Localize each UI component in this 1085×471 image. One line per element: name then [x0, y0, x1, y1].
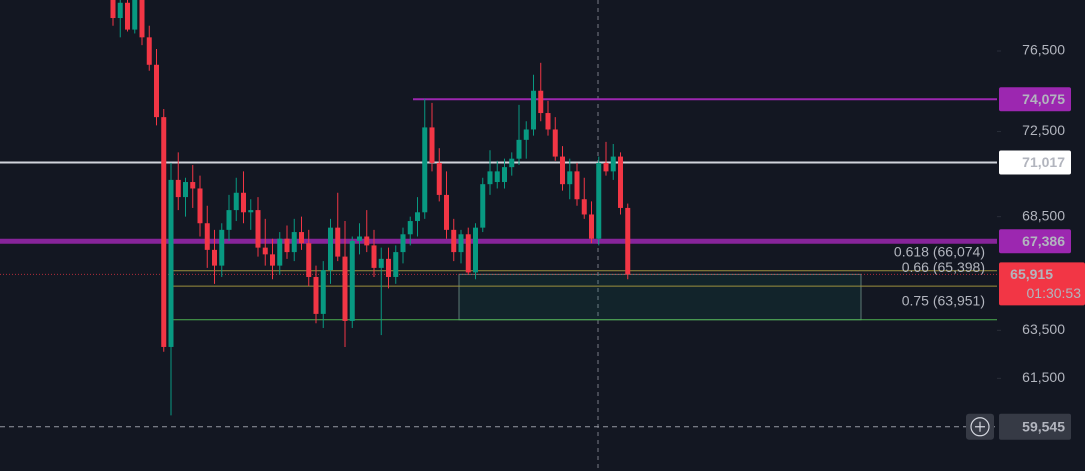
fib-label: 0.66 (65,398): [902, 259, 985, 275]
candle-body: [349, 240, 355, 321]
add-button[interactable]: [970, 417, 990, 437]
countdown: 01:30:53: [1027, 285, 1082, 301]
price-tag: [999, 150, 1071, 175]
price-tag-label: 74,075: [1022, 91, 1065, 107]
candle-body: [458, 234, 464, 253]
candle-body: [335, 227, 341, 257]
candle-body: [277, 238, 283, 266]
crosshair-tag: [999, 413, 1071, 440]
candle-body: [567, 171, 573, 185]
candle-body: [400, 234, 406, 253]
candle-body: [306, 243, 312, 277]
candle-body: [581, 199, 587, 215]
candle-body: [190, 182, 196, 189]
candle-body: [125, 2, 130, 30]
candle-body: [422, 127, 428, 213]
candle-body: [248, 210, 254, 213]
y-tick-label: 72,500: [1022, 122, 1065, 138]
candle-body: [364, 236, 370, 246]
candle-body: [371, 245, 377, 268]
candle-body: [110, 0, 116, 19]
candle-body: [154, 64, 159, 118]
price-tag-label: 71,017: [1022, 154, 1065, 170]
candle-body: [487, 171, 493, 185]
candle-body: [480, 184, 486, 228]
candle-body: [139, 0, 145, 38]
candle-body: [291, 232, 297, 253]
candle-body: [552, 129, 558, 157]
candle-body: [509, 158, 515, 168]
candle-body: [386, 258, 391, 277]
candle-body: [494, 171, 500, 183]
candle-body: [262, 247, 268, 255]
candle-body: [212, 249, 217, 266]
zone-box: [458, 273, 862, 321]
candle-body: [407, 221, 413, 235]
y-tick-label: 61,500: [1022, 369, 1065, 385]
candle-body: [233, 192, 239, 211]
y-tick-label: 68,500: [1022, 207, 1065, 223]
candle-body: [516, 139, 522, 159]
fib-label: 0.618 (66,074): [894, 243, 985, 259]
price-tag: [999, 229, 1071, 254]
fib-label: 0.75 (63,951): [902, 292, 985, 308]
candle-body: [531, 90, 536, 130]
candle-body: [168, 179, 174, 347]
candle-body: [465, 234, 471, 273]
last-price-label: 65,915: [1010, 266, 1053, 282]
candle-body: [618, 156, 623, 208]
candle-body: [589, 214, 594, 239]
candle-body: [545, 113, 551, 130]
candle-body: [603, 162, 609, 172]
candle-body: [117, 2, 123, 19]
candle-body: [436, 162, 442, 195]
candle-body: [146, 37, 152, 65]
candle-body: [219, 229, 225, 266]
candle-body: [610, 156, 616, 172]
candle-body: [284, 238, 290, 253]
candle-body: [320, 270, 326, 314]
candle-body: [378, 258, 384, 268]
candle-body: [197, 188, 203, 224]
price-tag: [999, 87, 1071, 112]
y-tick-label: 76,500: [1022, 42, 1065, 58]
candle-body: [255, 210, 261, 248]
candle-body: [393, 252, 399, 277]
candle-body: [241, 192, 246, 213]
candle-body: [204, 223, 210, 250]
candle-body: [270, 254, 275, 266]
candle-body: [226, 210, 232, 230]
candle-body: [415, 212, 420, 222]
candle-body: [161, 117, 167, 347]
last-price-tag: [999, 262, 1085, 306]
candle-body: [299, 232, 304, 244]
add-icon: [975, 421, 985, 432]
candle-body: [596, 162, 602, 239]
candle-body: [625, 207, 631, 275]
candle-body: [132, 0, 138, 30]
candle-body: [574, 171, 580, 200]
candle-body: [357, 236, 362, 241]
candle-body: [429, 127, 435, 163]
candle-body: [175, 179, 181, 198]
candle-body: [538, 90, 544, 114]
candle-body: [502, 167, 507, 183]
crosshair-label: 59,545: [1022, 418, 1065, 434]
candle-body: [444, 194, 449, 230]
y-tick-label: 63,500: [1022, 321, 1065, 337]
candle-body: [342, 256, 348, 321]
candle-body: [523, 129, 529, 140]
candle-body: [183, 182, 188, 198]
candle-body: [451, 229, 457, 253]
candle-body: [560, 156, 565, 185]
candle-body: [328, 227, 333, 271]
candle-body: [473, 227, 478, 273]
price-tag-label: 67,386: [1022, 233, 1065, 249]
candle-body: [313, 276, 319, 314]
